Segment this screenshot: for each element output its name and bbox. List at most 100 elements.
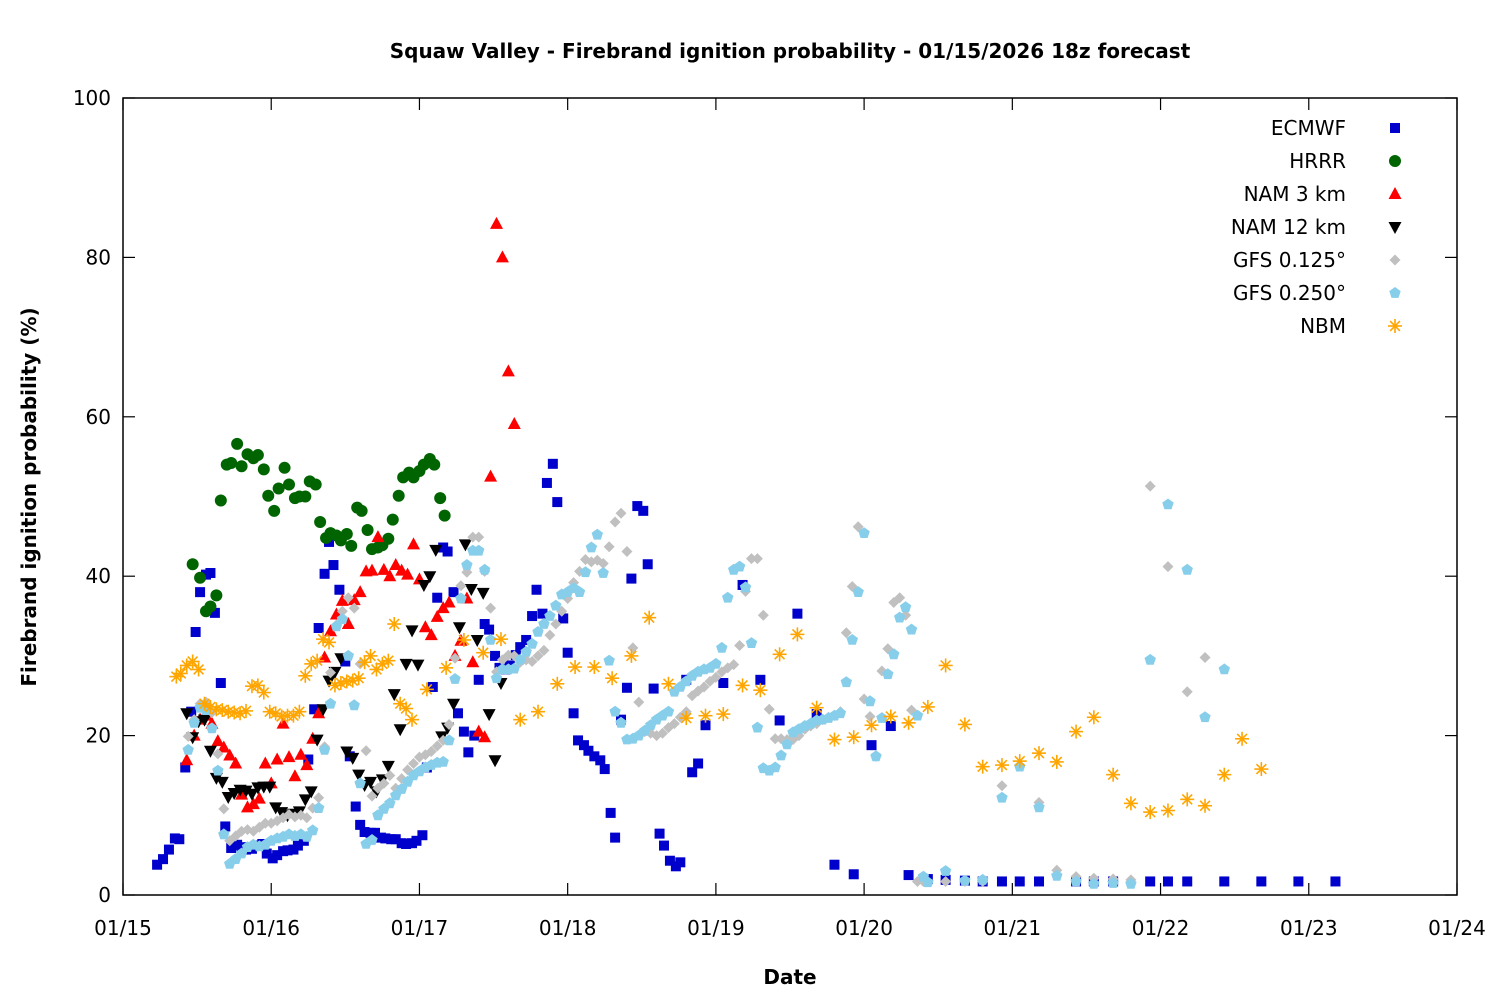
data-point — [621, 682, 632, 693]
data-point — [476, 645, 491, 660]
data-point — [340, 656, 351, 667]
plot-frame — [122, 97, 1458, 896]
data-point — [809, 700, 824, 715]
data-point — [579, 566, 592, 578]
data-point — [390, 834, 401, 845]
data-point — [456, 632, 471, 647]
data-point — [442, 546, 453, 557]
data-point — [275, 807, 289, 820]
data-point — [345, 539, 358, 552]
data-point — [595, 755, 606, 766]
data-point — [734, 640, 746, 652]
data-point — [846, 634, 858, 645]
data-point — [662, 705, 675, 717]
data-point — [1235, 731, 1250, 746]
data-point — [324, 624, 338, 637]
data-point — [314, 516, 327, 529]
data-point — [226, 842, 237, 853]
data-point — [1032, 746, 1047, 761]
data-point — [501, 364, 515, 377]
chart-title: Squaw Valley - Firebrand ignition probab… — [390, 39, 1191, 63]
data-point — [710, 657, 722, 669]
x-tick-label: 01/15 — [94, 916, 152, 940]
plot-border — [122, 97, 1458, 896]
data-point — [728, 659, 740, 671]
data-point — [363, 648, 378, 663]
data-point — [870, 750, 882, 762]
data-point — [377, 562, 391, 575]
data-point — [624, 648, 639, 663]
data-point — [428, 458, 441, 471]
data-point — [449, 652, 461, 664]
data-point — [745, 637, 758, 648]
data-point — [359, 827, 370, 838]
data-point — [432, 592, 443, 603]
data-point — [502, 649, 514, 661]
data-point — [1106, 767, 1121, 782]
data-point — [470, 634, 484, 647]
data-point — [182, 743, 194, 755]
data-point — [212, 748, 224, 760]
data-point — [573, 586, 586, 597]
data-point — [544, 629, 556, 641]
data-point — [648, 683, 659, 694]
data-point — [217, 740, 231, 753]
legend-marker — [1388, 187, 1402, 199]
data-point — [229, 756, 243, 769]
x-tick-label: 01/17 — [391, 916, 449, 940]
legend-label: HRRR — [1289, 149, 1346, 173]
data-point — [158, 854, 169, 865]
data-point — [882, 668, 894, 680]
data-point — [472, 724, 486, 737]
data-point — [327, 678, 342, 693]
data-point — [1218, 663, 1230, 675]
data-point — [225, 457, 238, 470]
data-point — [182, 730, 194, 742]
legend-item: GFS 0.125° — [1233, 248, 1401, 272]
legend-marker — [1390, 123, 1400, 133]
data-point — [1034, 876, 1045, 887]
data-point — [399, 701, 414, 716]
data-point — [883, 709, 898, 724]
x-tick-label: 01/20 — [835, 916, 893, 940]
data-point — [615, 507, 627, 519]
data-point — [558, 613, 569, 624]
legend-item: HRRR — [1289, 149, 1401, 173]
data-point — [473, 544, 485, 556]
data-point — [495, 250, 509, 263]
data-point — [513, 712, 528, 727]
data-point — [405, 712, 420, 727]
legend-item: NBM — [1300, 314, 1402, 338]
data-point — [209, 772, 223, 785]
data-point — [541, 477, 552, 488]
data-point — [292, 840, 303, 851]
data-point — [1198, 798, 1213, 813]
data-point — [864, 695, 876, 707]
data-point — [443, 734, 455, 746]
data-point — [490, 216, 504, 229]
data-point — [1145, 876, 1156, 887]
data-point — [583, 745, 594, 756]
data-point — [763, 703, 775, 715]
data-point — [589, 751, 600, 762]
data-point — [180, 753, 194, 766]
data-point — [975, 759, 990, 774]
data-point — [876, 712, 888, 723]
data-point — [1088, 877, 1100, 889]
legend-marker — [1388, 222, 1402, 234]
data-point — [852, 586, 864, 597]
data-point — [603, 654, 615, 666]
data-point — [710, 671, 722, 683]
data-point — [903, 870, 914, 881]
data-point — [1181, 563, 1193, 575]
data-point — [888, 648, 900, 660]
data-point — [587, 660, 602, 675]
data-point — [1182, 876, 1193, 887]
data-point — [484, 469, 498, 482]
data-point — [268, 504, 281, 517]
legend-label: ECMWF — [1271, 116, 1346, 140]
data-point — [654, 828, 665, 839]
data-point — [198, 714, 212, 727]
data-point — [313, 623, 324, 634]
